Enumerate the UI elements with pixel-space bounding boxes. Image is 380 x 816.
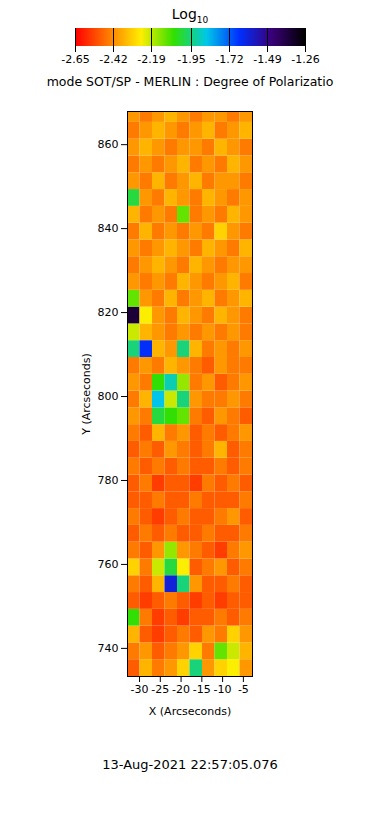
svg-text:740: 740 [98, 642, 119, 655]
svg-text:-25: -25 [151, 683, 169, 696]
html-text:mode SOT/SP - MERLIN : Degree: mode SOT/SP - MERLIN : Degree of Polariz… [46, 74, 334, 89]
svg-text:860: 860 [98, 138, 119, 151]
svg-text:760: 760 [98, 558, 119, 571]
svg-text:-15: -15 [193, 683, 211, 696]
svg-text:X (Arcseconds): X (Arcseconds) [149, 705, 231, 718]
svg-text:-1.26: -1.26 [291, 53, 319, 66]
svg-text:-20: -20 [172, 683, 190, 696]
html-text:13-Aug-2021 22:57:05.076: 13-Aug-2021 22:57:05.076 [102, 757, 278, 772]
svg-text:Y (Arcseconds): Y (Arcseconds) [80, 353, 93, 436]
html-text:Log10: Log10 [171, 6, 209, 25]
svg-text:-2.42: -2.42 [99, 53, 127, 66]
svg-text:800: 800 [98, 390, 119, 403]
svg-text:-1.72: -1.72 [215, 53, 243, 66]
svg-text:-2.65: -2.65 [61, 53, 89, 66]
svg-text:-30: -30 [131, 683, 149, 696]
svg-text:780: 780 [98, 474, 119, 487]
svg-text:840: 840 [98, 222, 119, 235]
svg-text:-1.95: -1.95 [177, 53, 205, 66]
svg-text:-10: -10 [214, 683, 232, 696]
svg-text:820: 820 [98, 306, 119, 319]
svg-text:-5: -5 [238, 683, 249, 696]
svg-text:-2.19: -2.19 [137, 53, 165, 66]
svg-text:-1.49: -1.49 [253, 53, 281, 66]
